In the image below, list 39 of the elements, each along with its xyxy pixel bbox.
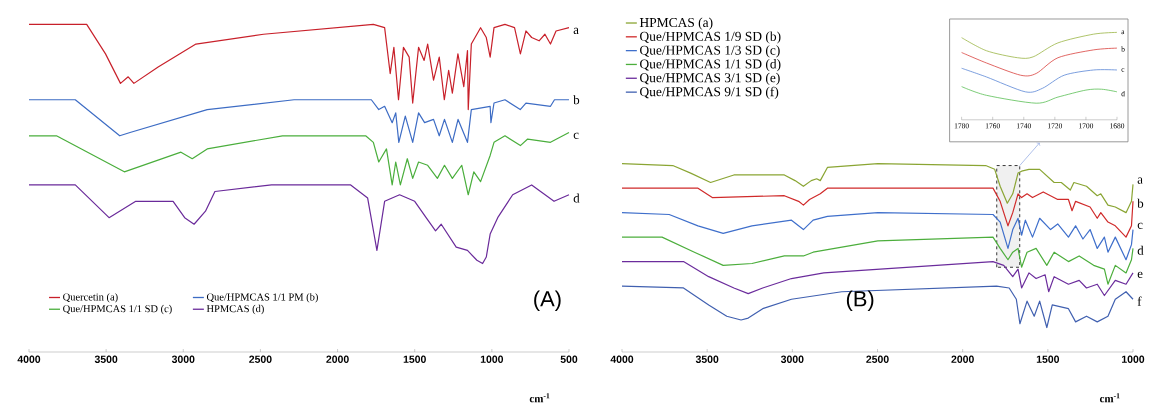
annotation: a xyxy=(573,27,579,35)
x-tick-label: 4000 xyxy=(17,355,41,363)
annotation: d xyxy=(573,193,580,203)
x-tick-label: 3500 xyxy=(695,355,719,363)
legend-label: Que/HPMCAS 1/9 SD (b) xyxy=(640,31,781,44)
x-tick-label: 3000 xyxy=(780,355,804,363)
annotation: (A) xyxy=(534,290,561,311)
legend-label: Que/HPMCAS 9/1 SD (f) xyxy=(640,86,779,99)
legend-label: Que/HPMCAS 1/1 PM (b) xyxy=(206,293,318,303)
annotation: c xyxy=(573,132,579,139)
x-tick-label: 500 xyxy=(560,355,578,363)
legend-label: Que/HPMCAS 1/3 SD (c) xyxy=(640,45,780,58)
annotation: f xyxy=(1137,296,1142,306)
legend-label: Que/HPMCAS 3/1 SD (e) xyxy=(640,72,780,86)
annotation: a xyxy=(1137,177,1143,184)
x-tick-label: 2500 xyxy=(249,355,272,363)
legend-label: HPMCAS (d) xyxy=(206,304,264,315)
x-tick-label: 4000 xyxy=(610,355,634,363)
legend-label: Quercetin (a) xyxy=(63,293,118,303)
x-axis-title: cm$^{-1}$ xyxy=(1099,393,1120,403)
x-tick-label: 2000 xyxy=(326,355,349,363)
x-tick-label: 2500 xyxy=(866,355,889,363)
annotation: e xyxy=(1137,271,1143,278)
x-tick-label: 1500 xyxy=(403,355,426,363)
legend-label: Que/HPMCAS 1/1 SD (d) xyxy=(640,59,781,72)
x-tick-label: 2000 xyxy=(951,355,974,363)
x-tick-label: 1000 xyxy=(480,355,504,363)
legend-label: HPMCAS (a) xyxy=(639,17,713,30)
annotation: (B) xyxy=(846,290,874,311)
x-tick-label: 3500 xyxy=(94,355,118,363)
annotation: d xyxy=(1137,245,1144,255)
annotation: b xyxy=(573,95,580,105)
x-tick-label: 1500 xyxy=(1036,355,1060,363)
legend-label: Que/HPMCAS 1/1 SD (c) xyxy=(63,304,172,315)
x-tick-label: 3000 xyxy=(171,355,195,363)
x-axis-title: cm$^{-1}$ xyxy=(529,393,550,403)
annotation: b xyxy=(1137,198,1144,208)
annotation: c xyxy=(1137,222,1143,229)
x-tick-label: 1000 xyxy=(1122,355,1145,363)
